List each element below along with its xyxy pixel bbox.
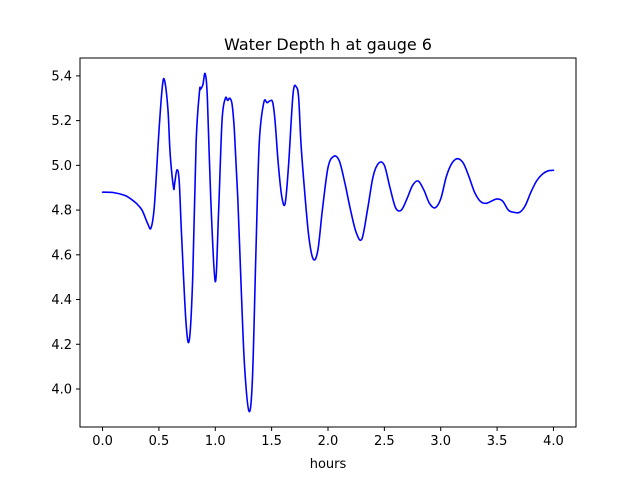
y-tick-label: 4.4 bbox=[51, 293, 72, 308]
axis-ticks: 0.0 0.5 1.0 1.5 2.0 2.5 3.0 3.5 4.0 4.0 4.2 4.4 4.6 4… bbox=[51, 69, 563, 449]
x-axis-label: hours bbox=[310, 457, 347, 472]
x-tick-label: 2.0 bbox=[318, 434, 339, 449]
series-line bbox=[101, 72, 555, 413]
x-tick-label: 2.5 bbox=[374, 434, 395, 449]
y-tick-label: 4.8 bbox=[51, 204, 72, 219]
y-tick-label: 4.6 bbox=[51, 248, 72, 263]
y-tick-label: 5.4 bbox=[51, 69, 72, 84]
plot-area bbox=[101, 72, 555, 413]
chart-title: Water Depth h at gauge 6 bbox=[224, 35, 432, 54]
x-tick-label: 4.0 bbox=[543, 434, 564, 449]
x-tick-label: 1.5 bbox=[261, 434, 282, 449]
y-tick-label: 4.0 bbox=[51, 382, 72, 397]
x-tick-label: 3.5 bbox=[487, 434, 508, 449]
y-tick-label: 5.0 bbox=[51, 159, 72, 174]
y-tick-label: 4.2 bbox=[51, 338, 72, 353]
x-tick-label: 1.0 bbox=[205, 434, 226, 449]
y-tick-label: 5.2 bbox=[51, 114, 72, 129]
x-tick-label: 0.0 bbox=[92, 434, 113, 449]
x-tick-label: 0.5 bbox=[149, 434, 170, 449]
x-tick-label: 3.0 bbox=[430, 434, 451, 449]
